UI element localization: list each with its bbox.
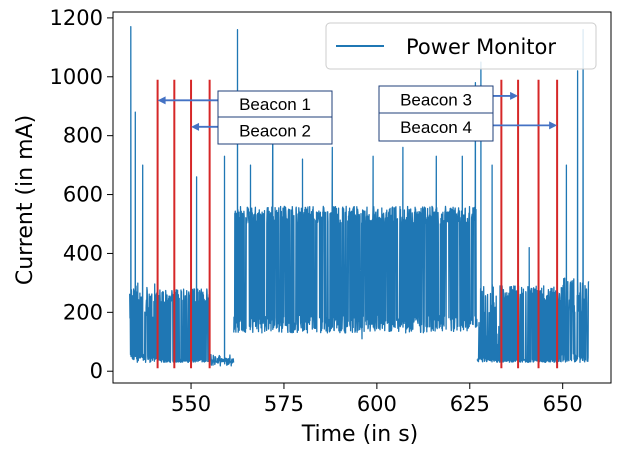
y-tick-label: 200 [63, 300, 103, 324]
y-tick-label: 1200 [50, 6, 103, 30]
y-tick-label: 0 [90, 359, 103, 383]
annotation-label: Beacon 4 [400, 118, 472, 137]
x-axis-title: Time (in s) [301, 422, 419, 447]
x-tick-label: 575 [264, 392, 304, 416]
legend-label: Power Monitor [406, 35, 556, 59]
x-tick-label: 600 [357, 392, 397, 416]
x-tick-label: 550 [171, 392, 211, 416]
x-tick-label: 625 [450, 392, 490, 416]
annotation-label: Beacon 3 [400, 91, 472, 110]
annotation-label: Beacon 2 [239, 122, 311, 141]
y-tick-label: 400 [63, 241, 103, 265]
y-tick-label: 1000 [50, 65, 103, 89]
legend: Power Monitor [326, 23, 596, 69]
y-tick-label: 800 [63, 124, 103, 148]
x-tick-label: 650 [543, 392, 583, 416]
y-axis-title: Current (in mA) [13, 115, 38, 285]
annotation-label: Beacon 1 [239, 95, 311, 114]
y-tick-label: 600 [63, 183, 103, 207]
